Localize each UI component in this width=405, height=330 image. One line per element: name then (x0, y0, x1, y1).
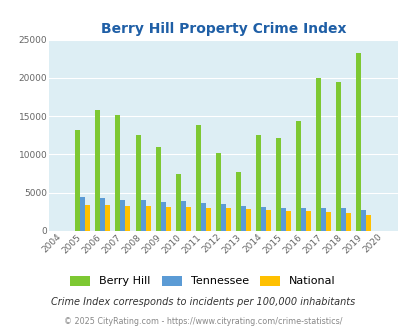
Bar (135, 135, 140, 231)
Bar (235, 172, 240, 231)
Bar (365, 215, 371, 231)
Bar (120, 200, 125, 231)
Bar (315, 78, 320, 231)
Bar (100, 198, 105, 231)
Bar (345, 214, 350, 231)
Bar (340, 208, 345, 231)
Bar (85, 205, 90, 231)
Bar (115, 115, 120, 231)
Bar (155, 147, 160, 231)
Bar (95, 110, 100, 231)
Bar (225, 208, 230, 231)
Bar (215, 153, 220, 231)
Bar (175, 174, 180, 231)
Bar (320, 208, 325, 231)
Bar (280, 208, 285, 231)
Bar (160, 202, 165, 231)
Bar (145, 206, 150, 231)
Bar (245, 209, 250, 231)
Bar (200, 203, 205, 231)
Title: Berry Hill Property Crime Index: Berry Hill Property Crime Index (100, 22, 345, 36)
Bar (125, 206, 130, 231)
Bar (265, 210, 270, 231)
Bar (285, 211, 290, 231)
Bar (205, 208, 210, 231)
Text: © 2025 CityRating.com - https://www.cityrating.com/crime-statistics/: © 2025 CityRating.com - https://www.city… (64, 317, 341, 326)
Bar (240, 206, 245, 231)
Legend: Berry Hill, Tennessee, National: Berry Hill, Tennessee, National (66, 271, 339, 291)
Bar (105, 205, 110, 231)
Bar (140, 200, 145, 231)
Bar (325, 212, 330, 231)
Bar (195, 125, 200, 231)
Bar (355, 52, 360, 231)
Bar (75, 130, 80, 231)
Bar (220, 204, 225, 231)
Text: Crime Index corresponds to incidents per 100,000 inhabitants: Crime Index corresponds to incidents per… (51, 297, 354, 307)
Bar (301, 208, 305, 231)
Bar (260, 207, 265, 231)
Bar (80, 197, 85, 231)
Bar (180, 201, 185, 231)
Bar (255, 135, 260, 231)
Bar (295, 121, 301, 231)
Bar (360, 210, 365, 231)
Bar (275, 138, 280, 231)
Bar (165, 207, 170, 231)
Bar (185, 207, 190, 231)
Bar (335, 82, 340, 231)
Bar (305, 211, 310, 231)
